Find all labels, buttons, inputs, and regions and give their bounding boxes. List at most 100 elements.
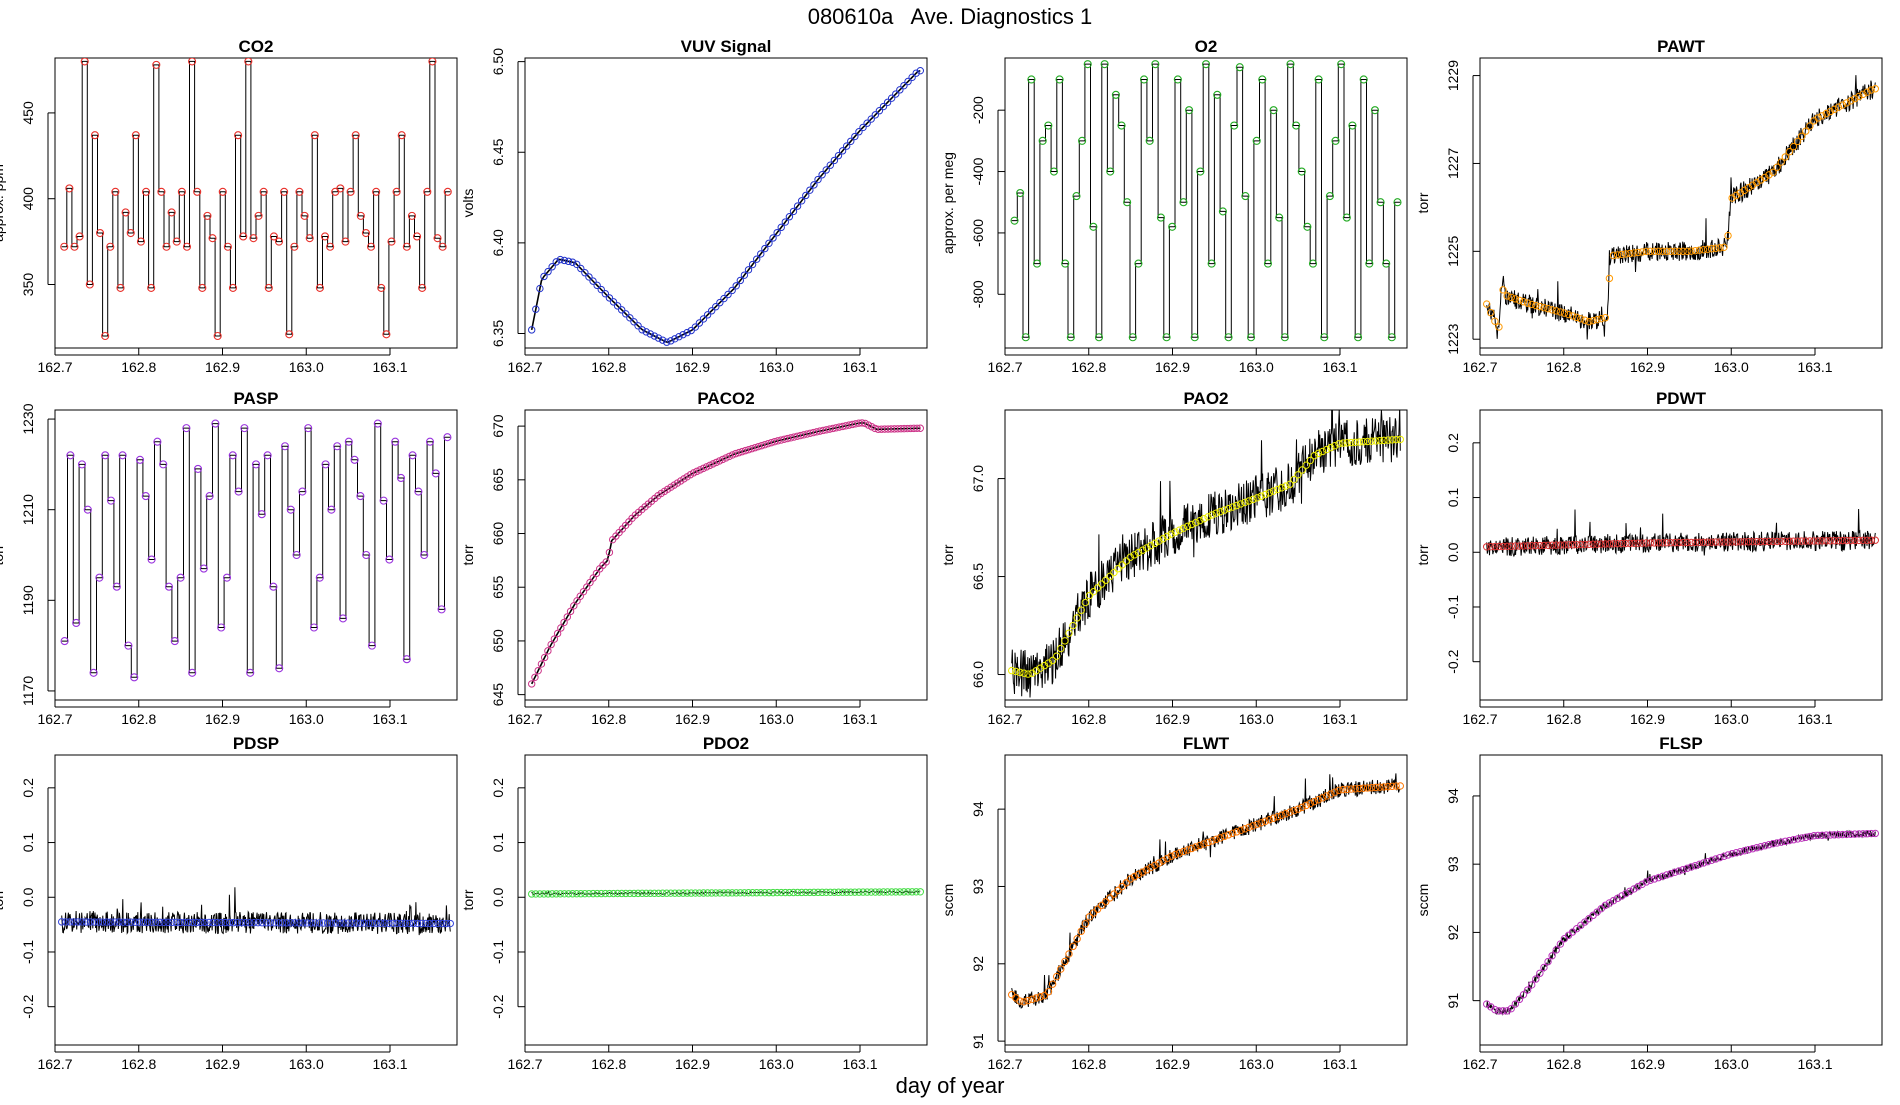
data-point xyxy=(152,918,160,926)
data-point xyxy=(433,234,442,243)
data-point xyxy=(1367,784,1376,792)
data-point xyxy=(437,605,446,614)
data-point xyxy=(1732,849,1740,857)
data-point xyxy=(1066,333,1075,342)
data-point xyxy=(1519,990,1528,999)
data-point xyxy=(638,889,646,898)
data-point xyxy=(237,918,246,927)
plot-frame xyxy=(1004,409,1408,701)
data-point xyxy=(1863,536,1871,545)
data-point xyxy=(630,318,638,326)
data-point xyxy=(1834,536,1843,545)
y-tick-label: 0.0 xyxy=(1445,542,1461,562)
data-point xyxy=(1118,882,1126,891)
data-point xyxy=(208,234,217,243)
data-point xyxy=(1110,890,1118,898)
data-point xyxy=(1630,249,1638,257)
data-point xyxy=(211,419,220,428)
data-point xyxy=(1294,471,1302,479)
x-tick-label: 162.8 xyxy=(1546,359,1581,375)
data-point xyxy=(377,283,386,292)
data-point xyxy=(728,286,736,295)
data-point xyxy=(781,218,790,226)
y-axis-label: sccm xyxy=(1415,884,1431,917)
data-point xyxy=(1769,168,1777,176)
data-point xyxy=(164,918,172,927)
data-point xyxy=(362,550,371,560)
data-point xyxy=(1097,580,1106,588)
data-point xyxy=(1871,85,1880,93)
data-point xyxy=(699,315,708,323)
data-point xyxy=(744,266,753,274)
data-point xyxy=(691,323,700,331)
data-point xyxy=(1814,831,1822,840)
data-point xyxy=(1069,942,1077,951)
data-point xyxy=(160,918,168,927)
plot-frame xyxy=(54,409,458,701)
data-point xyxy=(605,548,614,557)
data-point xyxy=(1818,112,1826,120)
data-point xyxy=(1499,286,1507,294)
x-tick-label: 162.8 xyxy=(121,1056,156,1072)
data-point xyxy=(443,433,452,442)
data-point xyxy=(1093,905,1102,913)
x-tick-label: 162.7 xyxy=(1462,711,1497,727)
data-point xyxy=(361,228,370,238)
data-point xyxy=(1337,60,1346,69)
data-point xyxy=(1179,198,1188,207)
y-tick-label: -0.1 xyxy=(490,940,506,964)
data-point xyxy=(1818,537,1826,545)
data-point xyxy=(1814,114,1822,122)
data-point xyxy=(1235,63,1244,72)
data-point xyxy=(1765,841,1773,849)
data-point xyxy=(1069,621,1077,630)
data-point xyxy=(752,255,761,263)
data-point xyxy=(751,443,759,452)
data-point xyxy=(1021,333,1030,342)
data-point xyxy=(744,445,753,454)
data-point xyxy=(1220,832,1229,841)
panel-title: CO2 xyxy=(239,37,274,56)
data-point xyxy=(1523,299,1532,307)
data-point xyxy=(396,473,406,483)
data-point xyxy=(408,451,417,460)
data-point xyxy=(900,888,908,896)
data-point xyxy=(364,919,373,927)
plot-frame xyxy=(1479,754,1883,1046)
data-point xyxy=(182,424,191,433)
data-point xyxy=(1572,540,1581,549)
x-tick-label: 162.7 xyxy=(37,359,72,375)
data-point xyxy=(679,889,687,897)
chart-panel-pawt: PAWT torr 162.7 162.8 162.9 163.0 163.1 1223 122… xyxy=(1415,37,1883,375)
data-point xyxy=(1622,539,1630,548)
data-point xyxy=(581,889,589,898)
data-point xyxy=(327,505,336,514)
data-point xyxy=(192,918,201,927)
data-point xyxy=(1855,92,1863,101)
data-point xyxy=(1687,538,1695,547)
data-point xyxy=(274,919,283,927)
data-point xyxy=(1339,439,1347,447)
data-point xyxy=(1044,659,1053,667)
data-point xyxy=(851,888,859,896)
x-tick-label: 163.0 xyxy=(1714,1056,1749,1072)
data-point xyxy=(1320,333,1329,342)
data-point xyxy=(131,131,140,140)
data-point xyxy=(315,573,324,582)
data-point xyxy=(225,918,234,927)
chart-panel-pdsp: PDSP torr 162.7 162.8 162.9 163.0 163.1 -0.2 -0.… xyxy=(0,734,458,1072)
data-point xyxy=(1568,541,1577,549)
data-point xyxy=(309,623,319,632)
data-point xyxy=(528,890,536,898)
data-point xyxy=(228,283,238,292)
data-point xyxy=(1224,831,1233,839)
panel-title: O2 xyxy=(1195,37,1218,56)
data-point xyxy=(1130,551,1139,559)
data-point xyxy=(1376,783,1384,791)
data-point xyxy=(532,890,540,898)
data-point xyxy=(1736,538,1745,546)
data-point xyxy=(303,919,311,927)
y-tick-label: 1210 xyxy=(20,494,36,525)
data-point xyxy=(777,888,785,897)
data-point xyxy=(373,419,382,428)
